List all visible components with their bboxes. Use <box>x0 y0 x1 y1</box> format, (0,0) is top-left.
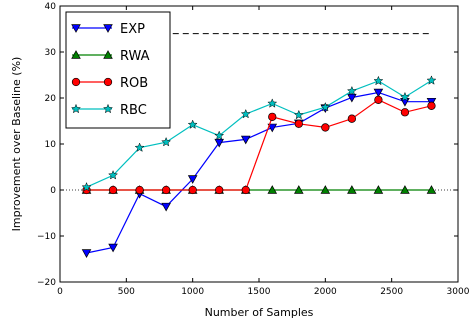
y-tick-label: 0 <box>50 186 56 196</box>
data-point-rob <box>400 108 410 117</box>
legend-entry-rob: ROB <box>71 76 148 91</box>
data-point-rwa <box>426 185 437 194</box>
data-point-exp <box>240 135 251 145</box>
legend-marker <box>71 50 81 59</box>
data-point-rob <box>321 123 330 132</box>
legend-entry-rwa: RWA <box>71 49 150 64</box>
data-point-rbc <box>373 75 384 86</box>
legend-marker <box>71 24 81 33</box>
legend-marker <box>102 103 114 114</box>
y-tick-label: 10 <box>45 140 57 150</box>
data-point-rob <box>108 185 118 195</box>
data-point-rbc <box>267 98 278 108</box>
y-tick-label: 40 <box>45 2 57 12</box>
data-point-rob <box>427 101 436 110</box>
data-point-exp <box>373 88 384 98</box>
x-tick-label: 2500 <box>380 287 403 297</box>
data-point-rbc <box>346 85 357 96</box>
data-point-rob <box>294 119 303 128</box>
data-point-rbc <box>108 169 119 180</box>
data-point-exp <box>108 243 118 253</box>
x-tick-label: 1000 <box>181 287 204 297</box>
legend-box <box>65 11 171 129</box>
series-line-rob <box>86 99 432 191</box>
legend-marker <box>70 103 82 114</box>
data-point-rob <box>135 185 144 195</box>
legend-entry-rbc: RBC <box>70 103 147 118</box>
series-rbc <box>81 75 437 192</box>
y-tick-label: −20 <box>37 278 56 288</box>
legend-marker <box>103 24 113 33</box>
data-point-exp <box>161 202 171 212</box>
y-tick-label: 20 <box>45 94 57 104</box>
x-tick-label: 3000 <box>447 287 470 297</box>
data-point-rob <box>161 185 171 195</box>
data-point-rbc <box>399 91 410 102</box>
data-point-exp <box>267 123 278 133</box>
data-point-rbc <box>293 109 304 120</box>
data-point-rwa <box>347 185 357 194</box>
x-tick-label: 1500 <box>248 287 271 297</box>
x-axis-label: Number of Samples <box>205 306 314 319</box>
x-tick-label: 500 <box>118 287 135 297</box>
x-tick-label: 2000 <box>314 287 337 297</box>
series-line-exp <box>86 91 432 254</box>
data-point-rob <box>374 95 383 104</box>
data-point-rob <box>347 114 357 123</box>
data-point-rwa <box>320 185 331 194</box>
y-axis-label: Improvement over Baseline (%) <box>10 57 23 232</box>
data-point-rwa <box>294 185 304 194</box>
data-point-exp <box>347 93 357 103</box>
data-point-rob <box>215 185 224 195</box>
data-point-rbc <box>214 130 225 140</box>
data-point-exp <box>81 249 92 258</box>
data-point-rbc <box>240 108 251 119</box>
data-point-exp <box>214 138 224 148</box>
x-tick-label: 0 <box>57 287 63 297</box>
y-tick-label: −10 <box>37 232 56 242</box>
data-point-rbc <box>134 142 145 152</box>
data-point-rwa <box>267 185 278 194</box>
legend-marker <box>103 50 113 59</box>
data-point-rbc <box>187 119 198 129</box>
series-rob <box>82 95 436 195</box>
legend-label: ROB <box>120 76 148 91</box>
data-point-rbc <box>426 75 437 85</box>
data-point-exp <box>187 175 198 184</box>
legend-marker <box>71 77 81 87</box>
legend-label: EXP <box>120 22 145 37</box>
legend: EXP RWA ROB RBC <box>65 11 171 129</box>
data-point-rob <box>241 185 250 195</box>
legend-entry-exp: EXP <box>71 22 145 37</box>
data-point-rob <box>268 112 277 122</box>
legend-marker <box>103 77 113 87</box>
data-point-rbc <box>81 181 92 192</box>
y-tick-label: 30 <box>45 48 57 58</box>
data-point-rbc <box>320 101 331 112</box>
data-point-rwa <box>373 185 384 194</box>
legend-label: RWA <box>120 49 150 64</box>
series-line-rbc <box>86 79 432 188</box>
data-point-rob <box>188 185 197 195</box>
data-point-rbc <box>161 136 172 147</box>
legend-label: RBC <box>120 103 147 118</box>
data-point-rwa <box>400 185 410 194</box>
